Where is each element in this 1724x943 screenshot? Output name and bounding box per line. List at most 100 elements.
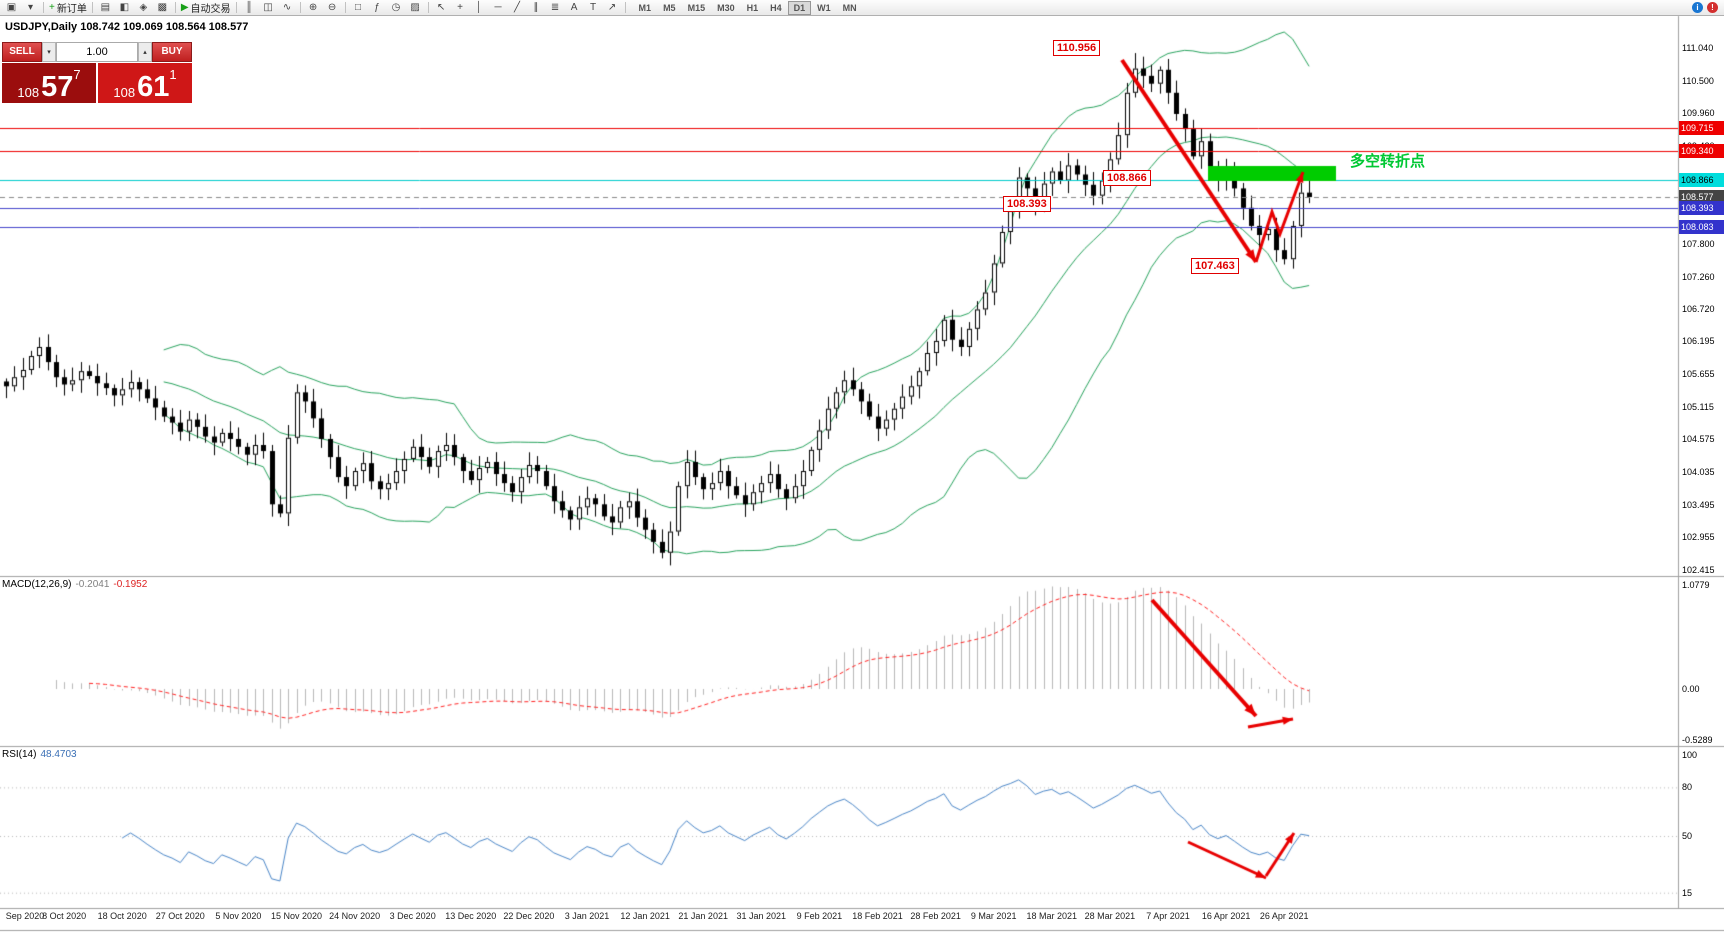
timeframe-m15-button[interactable]: M15 bbox=[687, 2, 706, 13]
arrows-icon[interactable]: ↗ bbox=[603, 1, 622, 15]
label-icon[interactable]: T bbox=[584, 1, 603, 15]
macd-indicator-label: MACD(12,26,9) -0.2041 -0.1952 bbox=[2, 579, 147, 590]
rsi-value: 48.4703 bbox=[40, 749, 77, 760]
volume-down-button[interactable]: ▾ bbox=[42, 42, 56, 62]
timeframe-h4-button[interactable]: H4 bbox=[770, 2, 782, 13]
zoom-out-icon[interactable]: ⊖ bbox=[323, 1, 342, 15]
ask-main: 61 bbox=[137, 71, 170, 103]
cursor-icon-glyph: ↖ bbox=[436, 1, 446, 13]
crosshair-icon-glyph: + bbox=[457, 1, 463, 13]
zoom-in-icon[interactable]: ⊕ bbox=[304, 1, 323, 15]
timeframe-h1-button[interactable]: H1 bbox=[746, 2, 759, 13]
fibonacci-icon-glyph: ≣ bbox=[550, 1, 560, 13]
channel-icon-glyph: ∥ bbox=[533, 1, 539, 13]
toolbar-separator bbox=[624, 2, 626, 13]
timeframe-m1-button[interactable]: M1 bbox=[638, 2, 652, 13]
tile-windows-icon-glyph: □ bbox=[355, 1, 362, 13]
horizontal-line-icon-glyph: ─ bbox=[494, 1, 502, 13]
sell-price-box[interactable]: 108 57 7 bbox=[2, 63, 96, 103]
terminal-icon[interactable]: ▩ bbox=[153, 1, 172, 15]
vertical-line-icon[interactable]: │ bbox=[470, 1, 489, 15]
toolbar-separator bbox=[344, 2, 346, 13]
periods-icon-glyph: ◷ bbox=[391, 1, 401, 13]
rsi-name: RSI(14) bbox=[2, 749, 37, 760]
templates-icon-glyph: ▨ bbox=[410, 1, 420, 13]
line-chart-mode-icon-glyph: ∿ bbox=[282, 1, 292, 13]
indicators-icon-glyph: ƒ bbox=[374, 1, 380, 13]
new-order-button-label: 新订单 bbox=[56, 4, 87, 15]
toolbar-separator bbox=[174, 2, 176, 13]
sell-button[interactable]: SELL bbox=[2, 42, 42, 62]
timeframe-m5-button[interactable]: M5 bbox=[663, 2, 676, 13]
vertical-line-icon-glyph: │ bbox=[475, 1, 483, 13]
macd-name: MACD(12,26,9) bbox=[2, 579, 72, 590]
auto-trading-button-glyph: ▶ bbox=[180, 1, 189, 13]
chart-dropdown-icon[interactable]: ▾ bbox=[21, 1, 40, 15]
data-window-icon[interactable]: ◧ bbox=[115, 1, 134, 15]
candlestick-mode-icon[interactable]: ◫ bbox=[259, 1, 278, 15]
cursor-icon[interactable]: ↖ bbox=[432, 1, 451, 15]
timeframe-mn-button[interactable]: MN bbox=[842, 2, 857, 13]
new-order-button[interactable]: + 新订单 bbox=[47, 1, 89, 15]
new-chart-icon-glyph: ▣ bbox=[6, 1, 17, 13]
navigator-icon[interactable]: ◈ bbox=[134, 1, 153, 15]
toolbar-separator bbox=[427, 2, 429, 13]
one-click-price-row: 108 57 7 108 61 1 bbox=[2, 63, 192, 103]
toolbar-right-icons: i! bbox=[1692, 2, 1724, 13]
text-icon-glyph: A bbox=[570, 1, 578, 13]
ask-prefix: 108 bbox=[113, 85, 136, 100]
toolbar-separator bbox=[299, 2, 301, 13]
auto-trading-button[interactable]: ▶ 自动交易 bbox=[179, 1, 233, 15]
line-chart-mode-icon[interactable]: ∿ bbox=[278, 1, 297, 15]
toolbar-separator bbox=[91, 2, 93, 13]
navigator-icon-glyph: ◈ bbox=[139, 1, 148, 13]
timeframe-m30-button[interactable]: M30 bbox=[717, 2, 735, 13]
zoom-out-icon-glyph: ⊖ bbox=[327, 1, 337, 13]
candlestick-mode-icon-glyph: ◫ bbox=[263, 1, 273, 13]
trendline-icon[interactable]: ╱ bbox=[508, 1, 527, 15]
chart-ohlc-title: USDJPY,Daily 108.742 109.069 108.564 108… bbox=[5, 21, 249, 33]
tile-windows-icon[interactable]: □ bbox=[349, 1, 368, 15]
timeframe-button-group: M1 M5 M15 M30 H1 H4 D1 W1 MN bbox=[633, 0, 863, 15]
macd-value-1: -0.2041 bbox=[75, 579, 110, 590]
ask-pip: 1 bbox=[169, 67, 177, 82]
toolbar-separator bbox=[43, 2, 44, 13]
rsi-indicator-label: RSI(14) 48.4703 bbox=[2, 749, 77, 760]
templates-icon[interactable]: ▨ bbox=[406, 1, 425, 15]
bar-chart-mode-icon[interactable]: ║ bbox=[240, 1, 259, 15]
market-watch-icon-glyph: ▤ bbox=[100, 1, 111, 13]
chart-dropdown-icon-glyph: ▾ bbox=[27, 1, 34, 13]
volume-input[interactable] bbox=[56, 42, 138, 62]
bid-prefix: 108 bbox=[17, 85, 40, 100]
bid-main: 57 bbox=[41, 71, 74, 103]
timeframe-d1-button[interactable]: D1 bbox=[787, 0, 812, 15]
toolbar-item-group: ▣ ▾ + 新订单 ▤ ◧ ◈ ▩ ▶ 自动交易 ║ ◫ ∿ ⊕ ⊖ □ ƒ ◷ ▨ ↖ + │ ─ ╱ ∥ ≣ A T ↗ bbox=[2, 1, 629, 15]
periods-icon[interactable]: ◷ bbox=[387, 1, 406, 15]
community-icon[interactable]: i bbox=[1692, 2, 1703, 13]
new-chart-icon[interactable]: ▣ bbox=[2, 1, 21, 15]
new-order-button-glyph: + bbox=[49, 1, 55, 13]
market-watch-icon[interactable]: ▤ bbox=[96, 1, 115, 15]
trendline-icon-glyph: ╱ bbox=[514, 1, 521, 13]
one-click-top-row: SELL ▾ ▴ BUY bbox=[2, 42, 192, 62]
horizontal-line-icon[interactable]: ─ bbox=[489, 1, 508, 15]
bid-pip: 7 bbox=[73, 67, 81, 82]
arrows-icon-glyph: ↗ bbox=[607, 1, 617, 13]
fibonacci-icon[interactable]: ≣ bbox=[546, 1, 565, 15]
alerts-icon[interactable]: ! bbox=[1707, 2, 1718, 13]
crosshair-icon[interactable]: + bbox=[451, 1, 470, 15]
channel-icon[interactable]: ∥ bbox=[527, 1, 546, 15]
timeframe-w1-button[interactable]: W1 bbox=[817, 2, 831, 13]
terminal-icon-glyph: ▩ bbox=[157, 1, 168, 13]
buy-button[interactable]: BUY bbox=[152, 42, 192, 62]
volume-up-button[interactable]: ▴ bbox=[138, 42, 152, 62]
indicators-icon[interactable]: ƒ bbox=[368, 1, 387, 15]
zoom-in-icon-glyph: ⊕ bbox=[308, 1, 318, 13]
text-icon[interactable]: A bbox=[565, 1, 584, 15]
buy-price-box[interactable]: 108 61 1 bbox=[98, 63, 192, 103]
bar-chart-mode-icon-glyph: ║ bbox=[245, 1, 253, 13]
data-window-icon-glyph: ◧ bbox=[119, 1, 130, 13]
auto-trading-button-label: 自动交易 bbox=[190, 4, 231, 15]
